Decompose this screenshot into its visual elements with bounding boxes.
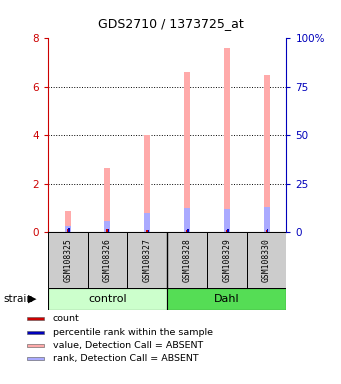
Bar (207, 232, 247, 288)
Text: rank, Detection Call = ABSENT: rank, Detection Call = ABSENT (53, 354, 198, 364)
Bar (224, 209, 230, 232)
Bar (266, 230, 268, 232)
Bar (267, 229, 268, 232)
Bar (264, 75, 269, 232)
Bar (264, 207, 269, 232)
Bar (104, 222, 110, 232)
Bar (88, 232, 127, 288)
Bar (184, 72, 190, 232)
Bar (184, 208, 190, 232)
Text: GSM108327: GSM108327 (143, 238, 152, 282)
Text: GSM108330: GSM108330 (262, 238, 271, 282)
Bar (127, 232, 167, 288)
Bar (48, 288, 167, 310)
Bar (108, 229, 109, 232)
Bar (65, 226, 71, 232)
Bar (27, 358, 44, 361)
Bar (188, 229, 189, 232)
Bar (48, 232, 88, 288)
Text: ▶: ▶ (28, 294, 36, 304)
Text: strain: strain (3, 294, 33, 304)
Bar (226, 230, 228, 232)
Bar (144, 213, 150, 232)
Bar (148, 230, 149, 232)
Text: GSM108325: GSM108325 (63, 238, 72, 282)
Bar (27, 331, 44, 334)
Text: value, Detection Call = ABSENT: value, Detection Call = ABSENT (53, 341, 203, 350)
Bar (66, 229, 69, 232)
Text: GSM108326: GSM108326 (103, 238, 112, 282)
Bar (227, 229, 229, 232)
Bar (224, 48, 230, 232)
Bar (167, 232, 207, 288)
Bar (27, 344, 44, 347)
Text: Dahl: Dahl (214, 294, 240, 304)
Text: GDS2710 / 1373725_at: GDS2710 / 1373725_at (98, 17, 243, 30)
Text: GSM108328: GSM108328 (182, 238, 192, 282)
Bar (247, 232, 286, 288)
Bar (68, 228, 70, 232)
Text: control: control (88, 294, 127, 304)
Bar (167, 288, 286, 310)
Bar (65, 210, 71, 232)
Bar (106, 229, 108, 232)
Text: percentile rank within the sample: percentile rank within the sample (53, 328, 213, 337)
Text: GSM108329: GSM108329 (222, 238, 231, 282)
Bar (144, 136, 150, 232)
Bar (186, 230, 188, 232)
Bar (27, 317, 44, 320)
Bar (104, 168, 110, 232)
Bar (146, 230, 148, 232)
Text: count: count (53, 314, 79, 323)
